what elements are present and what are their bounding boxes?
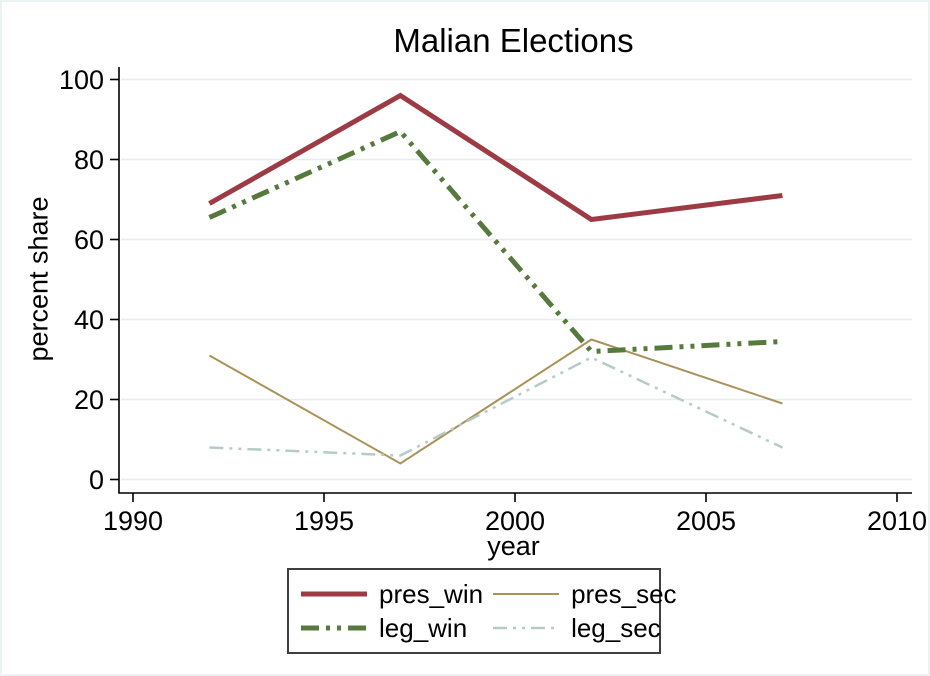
legend-label-leg-sec: leg_sec xyxy=(571,613,661,643)
svg-text:2005: 2005 xyxy=(676,506,736,536)
y-axis-label: percent share xyxy=(23,196,54,362)
legend-item-leg-sec: leg_sec xyxy=(491,615,677,641)
legend-item-leg-win: leg_win xyxy=(299,615,483,641)
legend-label-leg-win: leg_win xyxy=(379,613,468,643)
legend-label-pres-win: pres_win xyxy=(379,579,484,609)
leg-sec-line-sample xyxy=(493,626,560,630)
svg-text:20: 20 xyxy=(74,385,104,415)
svg-text:1995: 1995 xyxy=(294,506,354,536)
legend-label-pres-sec: pres_sec xyxy=(571,579,677,609)
svg-text:40: 40 xyxy=(74,305,104,335)
svg-text:2000: 2000 xyxy=(485,506,545,536)
svg-text:2010: 2010 xyxy=(867,506,927,536)
legend-item-pres-sec: pres_sec xyxy=(491,581,677,607)
svg-text:60: 60 xyxy=(74,225,104,255)
pres-sec-line-sample xyxy=(493,593,560,595)
pres-win-line-sample xyxy=(301,591,367,597)
svg-text:1990: 1990 xyxy=(103,506,163,536)
chart-title: Malian Elections xyxy=(393,22,634,59)
svg-text:0: 0 xyxy=(89,465,104,495)
legend: pres_win leg_win pres_sec leg_sec xyxy=(287,568,677,654)
legend-item-pres-win: pres_win xyxy=(299,581,483,607)
leg-win-line-sample xyxy=(301,625,367,631)
svg-text:80: 80 xyxy=(74,145,104,175)
x-axis-label: year xyxy=(487,531,540,561)
svg-text:100: 100 xyxy=(59,65,104,95)
